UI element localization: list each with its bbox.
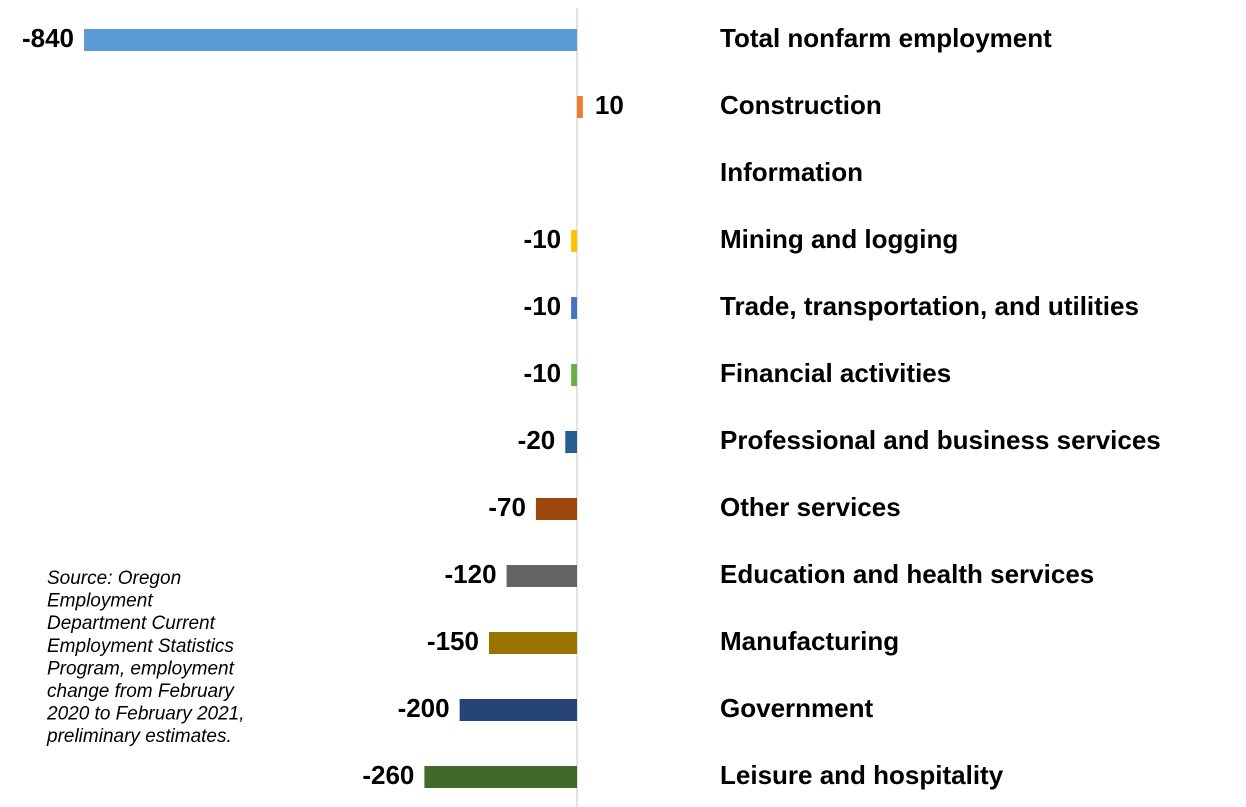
value-label: -10 [524, 224, 562, 254]
bar [577, 96, 583, 118]
value-label: -20 [518, 425, 556, 455]
bar [565, 431, 577, 453]
bar [535, 498, 577, 520]
category-label: Other services [720, 492, 901, 522]
source-note: change from February [47, 681, 235, 702]
source-note: preliminary estimates. [46, 726, 232, 747]
source-note: Source: Oregon [47, 568, 181, 589]
category-label: Financial activities [720, 358, 951, 388]
category-label: Government [720, 693, 873, 723]
category-label: Information [720, 157, 863, 187]
value-label: 10 [595, 90, 624, 120]
bar [506, 565, 577, 587]
bar [488, 632, 577, 654]
value-label: -150 [427, 626, 479, 656]
value-label: -260 [362, 760, 414, 790]
value-label: -840 [22, 23, 74, 53]
source-note: Employment Statistics [47, 636, 234, 657]
category-label: Mining and logging [720, 224, 958, 254]
bar [571, 230, 577, 252]
category-label: Trade, transportation, and utilities [720, 291, 1139, 321]
category-label: Professional and business services [720, 425, 1161, 455]
bar [84, 29, 577, 51]
category-label: Leisure and hospitality [720, 760, 1004, 790]
value-label: -10 [524, 291, 562, 321]
value-label: -70 [488, 492, 526, 522]
value-label: -120 [445, 559, 497, 589]
bar [571, 364, 577, 386]
source-note: 2020 to February 2021, [46, 704, 245, 725]
source-note: Department Current [47, 613, 216, 634]
bar [459, 699, 577, 721]
value-label: -200 [398, 693, 450, 723]
category-label: Manufacturing [720, 626, 899, 656]
category-label: Construction [720, 90, 882, 120]
bar [571, 297, 577, 319]
source-note: Program, employment [47, 658, 235, 679]
category-label: Education and health services [720, 559, 1094, 589]
category-label: Total nonfarm employment [720, 23, 1052, 53]
source-note: Employment [47, 591, 153, 612]
value-label: -10 [524, 358, 562, 388]
bar [424, 766, 577, 788]
